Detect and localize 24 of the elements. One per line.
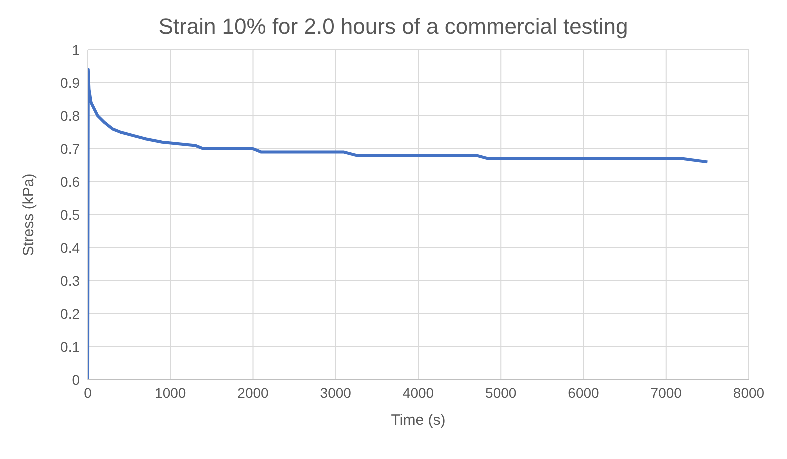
y-axis-title: Stress (kPa): [20, 174, 38, 256]
x-tick-label: 2000: [238, 384, 270, 401]
x-tick-label: 5000: [486, 384, 517, 401]
x-axis-title: Time (s): [391, 412, 446, 429]
y-tick-label: 0.2: [60, 306, 80, 322]
y-tick-label: 0.9: [60, 74, 80, 91]
y-tick-label: 0.6: [60, 174, 80, 190]
x-tick-label: 4000: [402, 384, 434, 401]
chart-title: Strain 10% for 2.0 hours of a commercial testing: [158, 14, 630, 40]
x-tick-label: 3000: [320, 384, 352, 401]
y-tick-label: 1: [72, 42, 80, 58]
x-tick-label: 6000: [568, 384, 600, 401]
y-tick-label: 0.5: [60, 206, 80, 223]
x-tick-label: 7000: [650, 384, 682, 401]
y-tick-label: 0.1: [60, 338, 80, 355]
x-tick-label: 0: [84, 384, 92, 401]
y-tick-label: 0.3: [60, 272, 80, 289]
line-series: [88, 68, 710, 380]
y-tick-label: 0.7: [60, 140, 80, 157]
x-tick-label: 1000: [155, 384, 186, 401]
y-tick-label: 0: [72, 372, 80, 388]
y-tick-label: 0.8: [60, 108, 80, 124]
x-tick-label: 8000: [733, 384, 765, 401]
y-tick-label: 0.4: [60, 240, 80, 256]
